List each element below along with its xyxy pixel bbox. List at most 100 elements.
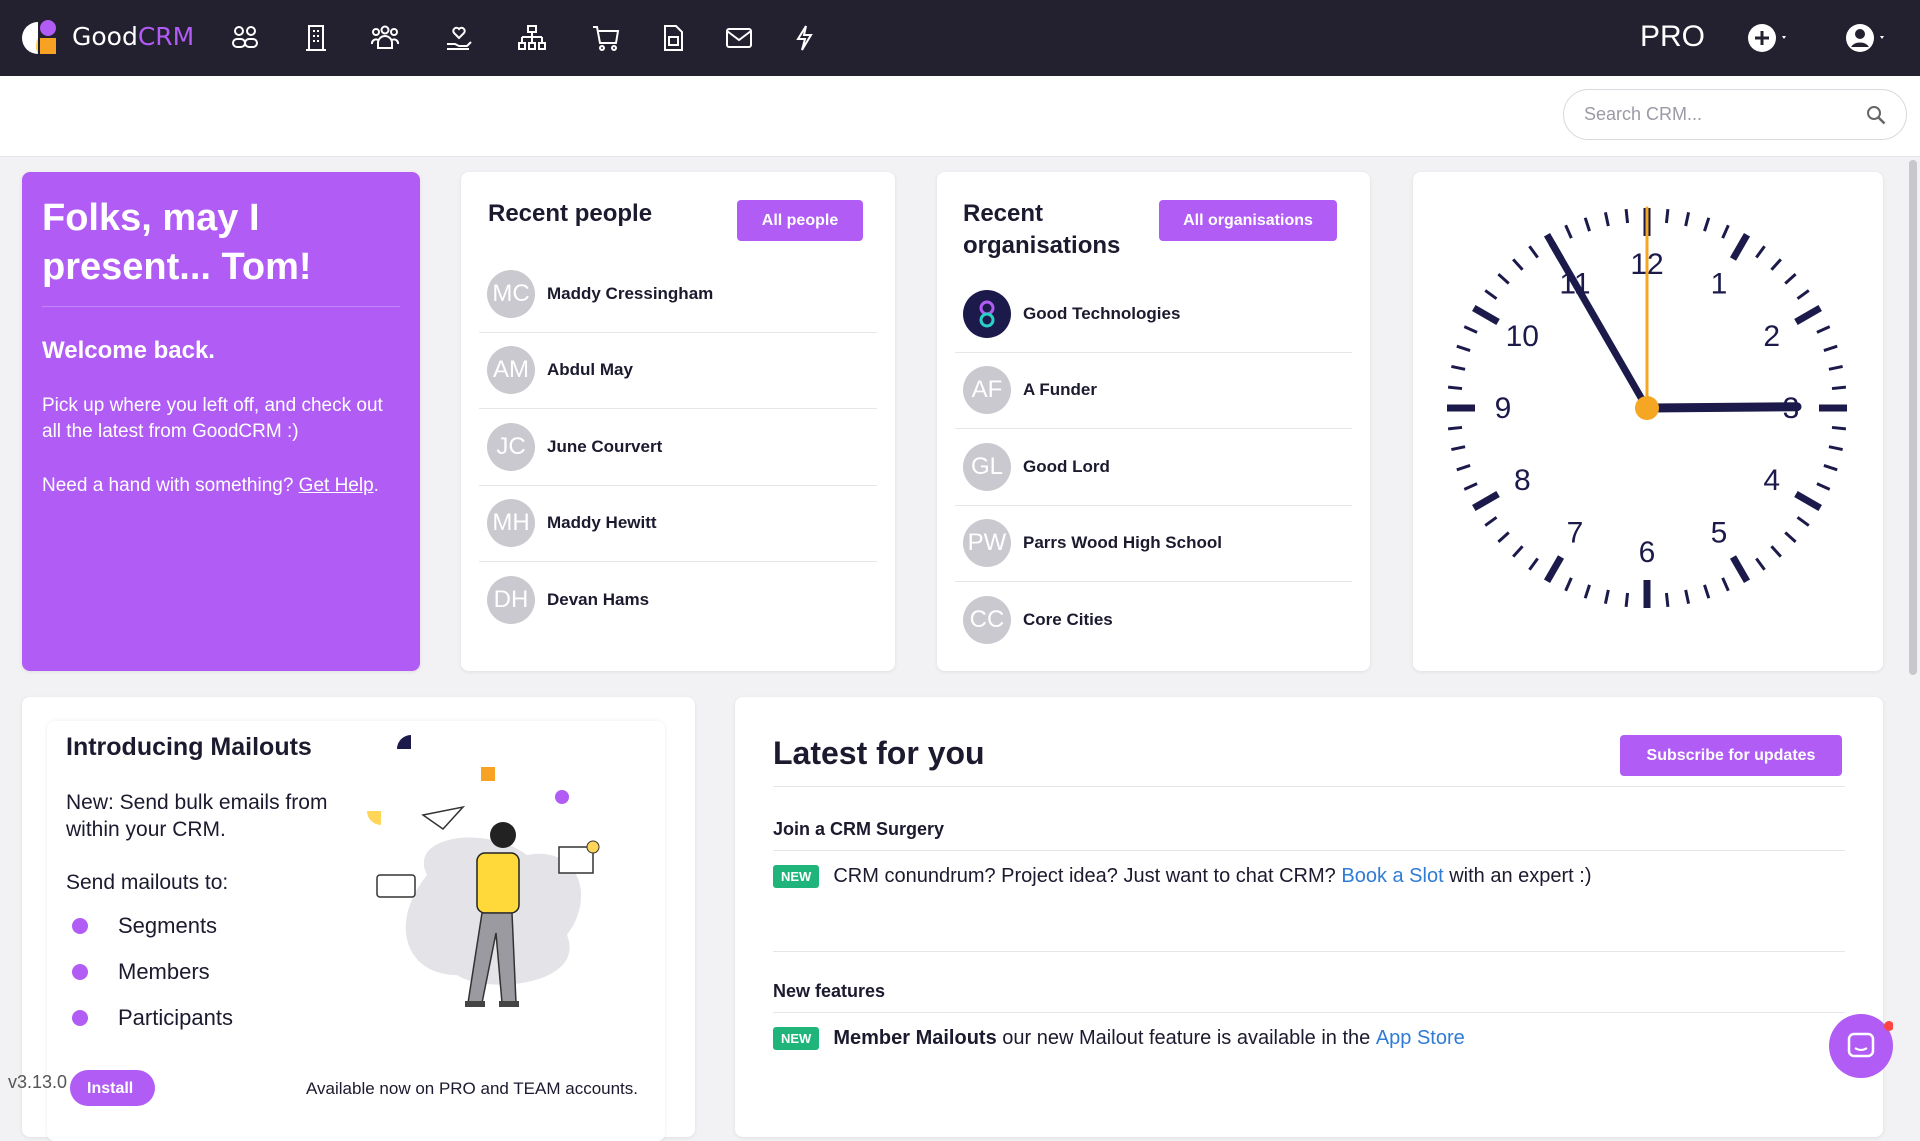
mailouts-availability: Available now on PRO and TEAM accounts. xyxy=(306,1079,638,1098)
list-item[interactable]: JC June Courvert xyxy=(479,409,877,486)
clock-center xyxy=(1635,396,1659,420)
version-label: v3.13.0 xyxy=(8,1072,68,1092)
clock-tick xyxy=(1831,425,1847,431)
list-item[interactable]: GL Good Lord xyxy=(955,429,1352,506)
list-item[interactable]: PW Parrs Wood High School xyxy=(955,506,1352,582)
search-input[interactable]: Search CRM... xyxy=(1563,89,1907,140)
mailouts-list: Segments Members Participants xyxy=(66,893,233,1031)
new-badge: NEW xyxy=(773,1027,820,1050)
search-bar-area: Search CRM... xyxy=(0,76,1920,157)
clock-tick xyxy=(1828,364,1843,371)
clock-tick xyxy=(1684,589,1691,604)
item-name: Good Lord xyxy=(1023,456,1110,476)
list-item[interactable]: CC Core Cities xyxy=(955,582,1352,659)
cart-icon[interactable] xyxy=(591,24,621,52)
help-suffix: . xyxy=(373,475,379,496)
clock-tick xyxy=(1823,464,1838,472)
clock-tick xyxy=(1770,545,1782,558)
list-item[interactable]: MH Maddy Hewitt xyxy=(479,486,877,562)
mailouts-send-to: Send mailouts to: xyxy=(66,871,229,894)
list-item[interactable]: AF A Funder xyxy=(955,353,1352,429)
clock-tick xyxy=(1664,592,1670,608)
latest-title: Latest for you xyxy=(773,735,1845,787)
orgs-list: Good Technologies AF A Funder GL Good Lord PW… xyxy=(955,276,1352,659)
clock-tick xyxy=(1816,325,1831,334)
list-item[interactable]: Good Technologies xyxy=(955,276,1352,353)
analog-clock: 121234567891011 xyxy=(1447,206,1847,608)
bullet-text: Participants xyxy=(118,1005,233,1030)
chat-icon xyxy=(1847,1021,1894,1058)
people-list: MC Maddy Cressingham AM Abdul May JC June Cou… xyxy=(479,256,877,639)
bullet-icon xyxy=(72,1010,88,1026)
recent-orgs-card: Recent organisations All organisations G… xyxy=(937,172,1370,671)
clock-tick xyxy=(1463,325,1478,334)
clock-tick xyxy=(1463,482,1478,491)
hierarchy-icon[interactable] xyxy=(517,24,547,52)
donation-icon[interactable] xyxy=(444,24,474,52)
clock-numeral: 10 xyxy=(1506,320,1539,353)
surgery-item: NEW CRM conundrum? Project idea? Just wan… xyxy=(773,865,1592,888)
clock-tick xyxy=(1447,425,1463,431)
item-name: A Funder xyxy=(1023,380,1097,400)
clock-tick xyxy=(1755,245,1766,259)
item-name: Maddy Cressingham xyxy=(547,283,714,303)
clock-tick xyxy=(1456,344,1471,352)
book-slot-link[interactable]: Book a Slot xyxy=(1341,865,1444,887)
all-people-button[interactable]: All people xyxy=(737,200,863,241)
clock-tick xyxy=(1528,557,1539,571)
all-organisations-button[interactable]: All organisations xyxy=(1159,200,1337,241)
clock-tick xyxy=(1484,516,1498,527)
features-heading: New features xyxy=(773,981,1845,1013)
clock-tick xyxy=(1784,273,1797,285)
clock-tick xyxy=(1684,212,1691,227)
clock-numeral: 5 xyxy=(1711,517,1728,550)
recent-orgs-title: Recent organisations xyxy=(963,200,1121,259)
mailouts-list-item: Members xyxy=(66,959,233,985)
list-item[interactable]: DH Devan Hams xyxy=(479,562,877,639)
clock-tick xyxy=(1729,233,1751,261)
avatar: DH xyxy=(487,576,535,625)
lightning-icon[interactable] xyxy=(789,24,819,52)
item-name: June Courvert xyxy=(547,436,663,456)
groups-icon[interactable] xyxy=(370,24,400,52)
item-name: Good Technologies xyxy=(1023,303,1181,323)
mailouts-list-item: Participants xyxy=(66,1005,233,1031)
scrollbar[interactable] xyxy=(1909,160,1917,675)
recent-people-title: Recent people xyxy=(488,200,653,227)
clock-tick xyxy=(1543,555,1565,583)
app-store-link[interactable]: App Store xyxy=(1375,1027,1465,1049)
building-icon[interactable] xyxy=(301,24,331,52)
list-item[interactable]: MC Maddy Cressingham xyxy=(479,256,877,333)
chat-launcher[interactable] xyxy=(1829,1014,1894,1078)
install-button[interactable]: Install xyxy=(70,1070,155,1106)
brand-name[interactable]: GoodCRM xyxy=(72,22,194,51)
add-menu-icon[interactable] xyxy=(1746,22,1790,54)
list-item[interactable]: AM Abdul May xyxy=(479,333,877,409)
new-badge: NEW xyxy=(773,865,820,888)
mailouts-intro: New: Send bulk emails from within your C… xyxy=(66,791,328,841)
mail-icon[interactable] xyxy=(724,24,754,52)
clock-tick xyxy=(1451,364,1466,371)
invoice-icon[interactable] xyxy=(658,24,688,52)
get-help-link[interactable]: Get Help xyxy=(298,475,374,496)
account-menu-icon[interactable] xyxy=(1844,22,1888,54)
clock-tick xyxy=(1796,289,1810,300)
clock-tick xyxy=(1624,208,1630,224)
bullet-text: Segments xyxy=(118,913,218,938)
goodcrm-logo[interactable] xyxy=(20,18,60,58)
clock-card: 121234567891011 xyxy=(1413,172,1883,671)
search-placeholder: Search CRM... xyxy=(1584,104,1703,124)
subscribe-button[interactable]: Subscribe for updates xyxy=(1620,735,1842,776)
clock-tick xyxy=(1497,273,1510,285)
avatar: MH xyxy=(487,499,535,548)
surgery-text: CRM conundrum? Project idea? Just want t… xyxy=(833,865,1336,887)
people-icon[interactable] xyxy=(230,24,260,52)
help-prefix: Need a hand with something? xyxy=(42,475,299,496)
search-icon[interactable] xyxy=(1866,105,1886,125)
brand-crm: CRM xyxy=(137,22,195,51)
avatar: GL xyxy=(963,442,1011,491)
clock-tick xyxy=(1456,464,1471,472)
welcome-title: Folks, may I present... Tom! xyxy=(42,194,400,307)
bullet-icon xyxy=(72,918,88,934)
clock-tick xyxy=(1512,545,1524,558)
